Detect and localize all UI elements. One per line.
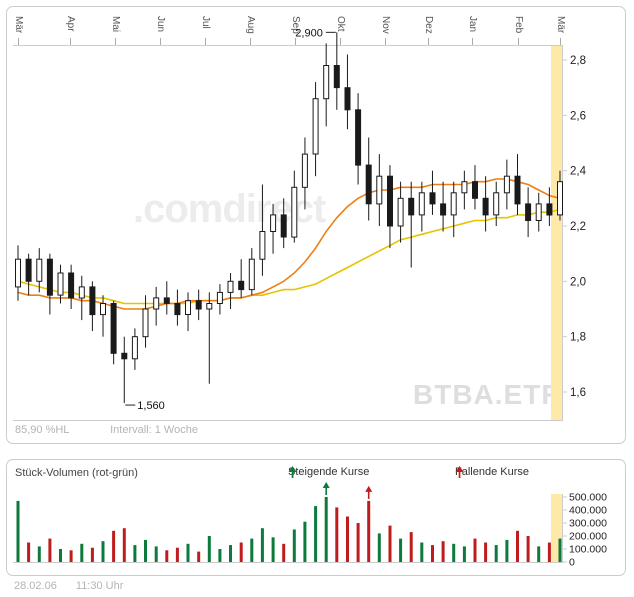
volume-title: Stück-Volumen (rot-grün) [15, 467, 138, 479]
volume-tick-label: 200.000 [569, 531, 607, 543]
volume-marker-falling-arrow [365, 485, 373, 499]
status-time: 11:30 Uhr [75, 580, 124, 592]
volume-marker-rising-arrow [322, 482, 330, 495]
price-tick-label: 2,0 [570, 276, 586, 288]
legend-rising-label: Steigende Kurse [288, 466, 370, 478]
falling-price-arrow-icon [455, 466, 464, 478]
month-label: Nov [380, 16, 391, 34]
month-label: Dez [423, 16, 434, 34]
status-bar: 28.02.06 11:30 Uhr [14, 580, 123, 592]
volume-tick-label: 0 [569, 557, 575, 569]
max-annotation: 2,900 [295, 27, 336, 39]
price-tick-label: 2,4 [570, 166, 587, 178]
price-chart-panel: .comdirect BTBA.ETR Mär Apr Mai Jun Jul Aug Se… [6, 6, 626, 444]
month-label: Sep [290, 16, 301, 34]
ma-fast-line [17, 178, 561, 310]
month-label: Apr [65, 16, 76, 32]
price-chart-svg: Mär Apr Mai Jun Jul Aug Sep Okt Nov Dez Jan Feb Mär 2… [13, 16, 587, 421]
month-label: Aug [245, 16, 256, 34]
price-tick-label: 2,6 [570, 110, 586, 122]
legend-rising-prices: Steigende Kurse [288, 466, 369, 478]
volume-tick-label: 100.000 [569, 544, 607, 556]
volume-tick-label: 500.000 [569, 492, 607, 504]
max-annotation-label: 2,900 [295, 27, 323, 39]
volume-tick-label: 400.000 [569, 505, 607, 517]
percent-hl-label: 85,90 %HL [15, 424, 70, 436]
current-week-highlight [551, 494, 563, 562]
volume-tick-label: 300.000 [569, 518, 607, 530]
price-tick-label: 2,8 [570, 55, 586, 67]
month-label: Mär [555, 16, 566, 34]
month-label: Jul [200, 16, 211, 29]
volume-bars [16, 497, 562, 562]
rising-price-arrow-icon [288, 466, 297, 478]
volume-chart-panel: Stück-Volumen (rot-grün) Steigende Kurse… [6, 459, 626, 576]
price-chart-footer: 85,90 %HL Intervall: 1 Woche [15, 424, 198, 436]
interval-label: Intervall: 1 Woche [110, 424, 198, 436]
month-label: Mär [13, 16, 24, 34]
min-annotation-label: 1,560 [137, 400, 165, 412]
legend-falling-label: Fallende Kurse [455, 466, 529, 478]
legend-falling-prices: Fallende Kurse [455, 466, 529, 478]
candles [15, 32, 563, 404]
price-axis: 2,8 2,6 2,4 2,2 2,0 1,8 1,6 [562, 55, 587, 399]
month-axis: Mär Apr Mai Jun Jul Aug Sep Okt Nov Dez Jan Feb Mär [13, 16, 566, 45]
month-label: Feb [513, 16, 524, 34]
month-label: Mai [110, 16, 121, 32]
month-label: Jun [155, 16, 166, 32]
price-tick-label: 1,6 [570, 387, 586, 399]
status-date: 28.02.06 [14, 580, 57, 592]
volume-chart-header: Stück-Volumen (rot-grün) Steigende Kurse… [7, 466, 625, 482]
price-tick-label: 1,8 [570, 332, 586, 344]
month-label: Okt [335, 16, 346, 32]
ma-slow-line [17, 208, 561, 305]
min-annotation: 1,560 [125, 400, 165, 412]
price-tick-label: 2,2 [570, 221, 586, 233]
current-week-highlight [551, 45, 563, 421]
month-label: Jan [467, 16, 478, 32]
